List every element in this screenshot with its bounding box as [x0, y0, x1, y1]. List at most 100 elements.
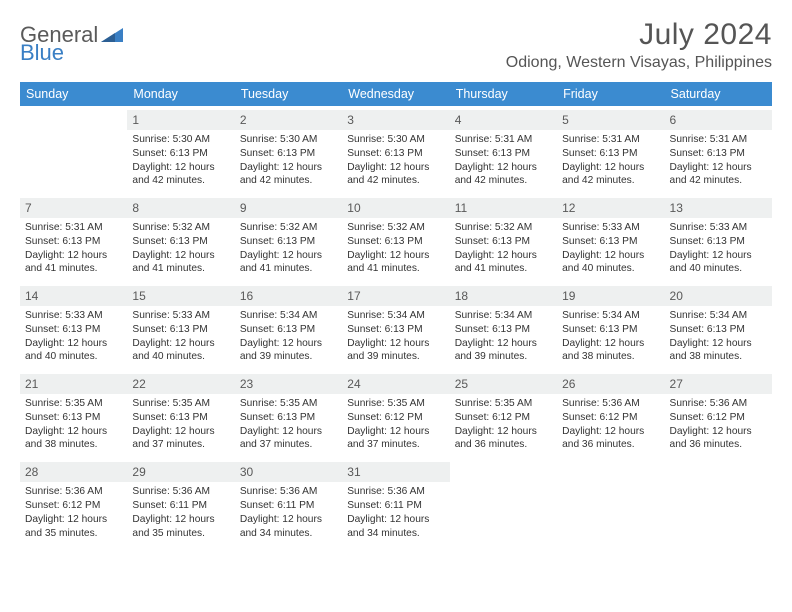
calendar-day-cell: 1Sunrise: 5:30 AMSunset: 6:13 PMDaylight… — [127, 110, 234, 194]
title-block: July 2024 Odiong, Western Visayas, Phili… — [506, 18, 772, 72]
calendar-week-row: 14Sunrise: 5:33 AMSunset: 6:13 PMDayligh… — [20, 286, 772, 370]
calendar-day-cell: 31Sunrise: 5:36 AMSunset: 6:11 PMDayligh… — [342, 462, 449, 546]
calendar-day-cell: 27Sunrise: 5:36 AMSunset: 6:12 PMDayligh… — [665, 374, 772, 458]
calendar-day-cell — [450, 462, 557, 546]
day-number: 30 — [235, 462, 342, 482]
day-number: 1 — [127, 110, 234, 130]
day-number: 25 — [450, 374, 557, 394]
weekday-header: Wednesday — [342, 82, 449, 106]
day-number: 10 — [342, 198, 449, 218]
day-number: 2 — [235, 110, 342, 130]
day-detail-text: Sunrise: 5:33 AMSunset: 6:13 PMDaylight:… — [557, 218, 664, 282]
calendar-day-cell: 24Sunrise: 5:35 AMSunset: 6:12 PMDayligh… — [342, 374, 449, 458]
logo-triangle-icon — [101, 24, 123, 46]
calendar-day-cell: 19Sunrise: 5:34 AMSunset: 6:13 PMDayligh… — [557, 286, 664, 370]
calendar-day-cell: 18Sunrise: 5:34 AMSunset: 6:13 PMDayligh… — [450, 286, 557, 370]
calendar-day-cell: 5Sunrise: 5:31 AMSunset: 6:13 PMDaylight… — [557, 110, 664, 194]
day-number: 23 — [235, 374, 342, 394]
day-detail-text: Sunrise: 5:31 AMSunset: 6:13 PMDaylight:… — [557, 130, 664, 194]
day-number: 27 — [665, 374, 772, 394]
day-number: 16 — [235, 286, 342, 306]
day-detail-text: Sunrise: 5:35 AMSunset: 6:13 PMDaylight:… — [127, 394, 234, 458]
calendar-day-cell: 29Sunrise: 5:36 AMSunset: 6:11 PMDayligh… — [127, 462, 234, 546]
day-detail-text: Sunrise: 5:36 AMSunset: 6:12 PMDaylight:… — [557, 394, 664, 458]
day-number: 3 — [342, 110, 449, 130]
day-detail-text: Sunrise: 5:31 AMSunset: 6:13 PMDaylight:… — [665, 130, 772, 194]
day-number: 18 — [450, 286, 557, 306]
day-detail-text: Sunrise: 5:33 AMSunset: 6:13 PMDaylight:… — [127, 306, 234, 370]
calendar-day-cell: 25Sunrise: 5:35 AMSunset: 6:12 PMDayligh… — [450, 374, 557, 458]
day-number: 13 — [665, 198, 772, 218]
weekday-header: Tuesday — [235, 82, 342, 106]
calendar-week-row: 1Sunrise: 5:30 AMSunset: 6:13 PMDaylight… — [20, 110, 772, 194]
calendar-day-cell: 13Sunrise: 5:33 AMSunset: 6:13 PMDayligh… — [665, 198, 772, 282]
calendar-day-cell: 14Sunrise: 5:33 AMSunset: 6:13 PMDayligh… — [20, 286, 127, 370]
day-number: 5 — [557, 110, 664, 130]
calendar-week-row: 7Sunrise: 5:31 AMSunset: 6:13 PMDaylight… — [20, 198, 772, 282]
weekday-header: Monday — [127, 82, 234, 106]
calendar-day-cell: 30Sunrise: 5:36 AMSunset: 6:11 PMDayligh… — [235, 462, 342, 546]
day-detail-text: Sunrise: 5:35 AMSunset: 6:13 PMDaylight:… — [20, 394, 127, 458]
calendar-day-cell — [557, 462, 664, 546]
weekday-header: Thursday — [450, 82, 557, 106]
day-detail-text: Sunrise: 5:36 AMSunset: 6:12 PMDaylight:… — [665, 394, 772, 458]
day-detail-text: Sunrise: 5:36 AMSunset: 6:11 PMDaylight:… — [127, 482, 234, 546]
day-detail-text: Sunrise: 5:34 AMSunset: 6:13 PMDaylight:… — [557, 306, 664, 370]
calendar-day-cell: 9Sunrise: 5:32 AMSunset: 6:13 PMDaylight… — [235, 198, 342, 282]
calendar-day-cell: 12Sunrise: 5:33 AMSunset: 6:13 PMDayligh… — [557, 198, 664, 282]
day-detail-text: Sunrise: 5:35 AMSunset: 6:12 PMDaylight:… — [342, 394, 449, 458]
day-number: 14 — [20, 286, 127, 306]
day-number: 19 — [557, 286, 664, 306]
day-number: 7 — [20, 198, 127, 218]
calendar-day-cell: 10Sunrise: 5:32 AMSunset: 6:13 PMDayligh… — [342, 198, 449, 282]
calendar-day-cell: 17Sunrise: 5:34 AMSunset: 6:13 PMDayligh… — [342, 286, 449, 370]
calendar-week-row: 21Sunrise: 5:35 AMSunset: 6:13 PMDayligh… — [20, 374, 772, 458]
calendar-day-cell: 2Sunrise: 5:30 AMSunset: 6:13 PMDaylight… — [235, 110, 342, 194]
weekday-header: Friday — [557, 82, 664, 106]
month-title: July 2024 — [506, 18, 772, 52]
calendar-day-cell: 15Sunrise: 5:33 AMSunset: 6:13 PMDayligh… — [127, 286, 234, 370]
day-number: 15 — [127, 286, 234, 306]
header: General Blue July 2024 Odiong, Western V… — [20, 18, 772, 72]
day-detail-text: Sunrise: 5:35 AMSunset: 6:13 PMDaylight:… — [235, 394, 342, 458]
calendar-day-cell: 23Sunrise: 5:35 AMSunset: 6:13 PMDayligh… — [235, 374, 342, 458]
weekday-header: Sunday — [20, 82, 127, 106]
day-detail-text: Sunrise: 5:36 AMSunset: 6:11 PMDaylight:… — [235, 482, 342, 546]
day-detail-text: Sunrise: 5:32 AMSunset: 6:13 PMDaylight:… — [342, 218, 449, 282]
day-number: 22 — [127, 374, 234, 394]
day-number: 4 — [450, 110, 557, 130]
calendar-week-row: 28Sunrise: 5:36 AMSunset: 6:12 PMDayligh… — [20, 462, 772, 546]
location-text: Odiong, Western Visayas, Philippines — [506, 54, 772, 72]
day-detail-text: Sunrise: 5:32 AMSunset: 6:13 PMDaylight:… — [450, 218, 557, 282]
day-detail-text: Sunrise: 5:34 AMSunset: 6:13 PMDaylight:… — [665, 306, 772, 370]
day-detail-text: Sunrise: 5:34 AMSunset: 6:13 PMDaylight:… — [450, 306, 557, 370]
calendar-day-cell: 28Sunrise: 5:36 AMSunset: 6:12 PMDayligh… — [20, 462, 127, 546]
brand-name-2: Blue — [20, 40, 64, 65]
day-detail-text: Sunrise: 5:30 AMSunset: 6:13 PMDaylight:… — [127, 130, 234, 194]
day-detail-text: Sunrise: 5:34 AMSunset: 6:13 PMDaylight:… — [342, 306, 449, 370]
day-detail-text: Sunrise: 5:32 AMSunset: 6:13 PMDaylight:… — [235, 218, 342, 282]
day-number: 21 — [20, 374, 127, 394]
calendar-day-cell: 4Sunrise: 5:31 AMSunset: 6:13 PMDaylight… — [450, 110, 557, 194]
day-detail-text: Sunrise: 5:33 AMSunset: 6:13 PMDaylight:… — [665, 218, 772, 282]
day-number: 9 — [235, 198, 342, 218]
day-number: 20 — [665, 286, 772, 306]
brand-logo: General Blue — [20, 18, 123, 64]
day-detail-text: Sunrise: 5:32 AMSunset: 6:13 PMDaylight:… — [127, 218, 234, 282]
day-detail-text: Sunrise: 5:34 AMSunset: 6:13 PMDaylight:… — [235, 306, 342, 370]
calendar-day-cell: 22Sunrise: 5:35 AMSunset: 6:13 PMDayligh… — [127, 374, 234, 458]
calendar-day-cell: 3Sunrise: 5:30 AMSunset: 6:13 PMDaylight… — [342, 110, 449, 194]
day-detail-text: Sunrise: 5:31 AMSunset: 6:13 PMDaylight:… — [450, 130, 557, 194]
day-number: 31 — [342, 462, 449, 482]
day-number: 12 — [557, 198, 664, 218]
calendar-header-row: SundayMondayTuesdayWednesdayThursdayFrid… — [20, 82, 772, 106]
day-detail-text: Sunrise: 5:35 AMSunset: 6:12 PMDaylight:… — [450, 394, 557, 458]
calendar-day-cell: 16Sunrise: 5:34 AMSunset: 6:13 PMDayligh… — [235, 286, 342, 370]
day-number: 17 — [342, 286, 449, 306]
day-number: 28 — [20, 462, 127, 482]
calendar-day-cell: 6Sunrise: 5:31 AMSunset: 6:13 PMDaylight… — [665, 110, 772, 194]
day-detail-text: Sunrise: 5:33 AMSunset: 6:13 PMDaylight:… — [20, 306, 127, 370]
day-detail-text: Sunrise: 5:30 AMSunset: 6:13 PMDaylight:… — [235, 130, 342, 194]
day-detail-text: Sunrise: 5:30 AMSunset: 6:13 PMDaylight:… — [342, 130, 449, 194]
day-number: 11 — [450, 198, 557, 218]
